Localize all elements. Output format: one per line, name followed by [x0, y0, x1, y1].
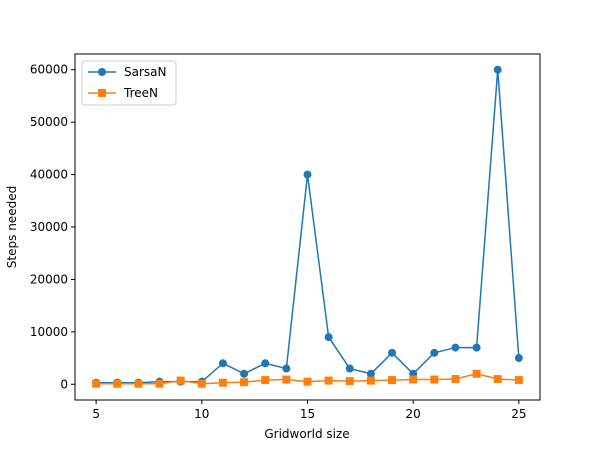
data-point-sarsan	[218, 359, 227, 368]
y-tick-label: 10000	[30, 325, 68, 339]
data-point-treen	[176, 376, 185, 385]
x-tick-label: 25	[511, 407, 526, 421]
data-point-treen	[155, 379, 164, 388]
x-tick-label: 15	[300, 407, 315, 421]
data-point-sarsan	[430, 348, 439, 357]
data-point-treen	[514, 376, 523, 385]
data-point-treen	[113, 379, 122, 388]
x-tick-label: 20	[406, 407, 421, 421]
y-tick-label: 40000	[30, 168, 68, 182]
y-tick-label: 50000	[30, 115, 68, 129]
y-tick-label: 30000	[30, 220, 68, 234]
data-point-treen	[451, 375, 460, 384]
data-point-treen	[430, 375, 439, 384]
data-point-treen	[366, 376, 375, 385]
legend-marker-sarsan	[98, 68, 106, 76]
series-layer	[92, 65, 523, 388]
data-point-treen	[218, 378, 227, 387]
data-point-treen	[345, 377, 354, 386]
data-point-treen	[92, 379, 101, 388]
data-point-treen	[493, 375, 502, 384]
y-tick-label: 0	[60, 377, 68, 391]
data-point-treen	[134, 379, 143, 388]
data-point-treen	[324, 376, 333, 385]
data-point-treen	[472, 369, 481, 378]
data-point-treen	[282, 375, 291, 384]
y-axis: 0 10000 20000 30000 40000 50000 60000	[30, 63, 75, 391]
legend-label-sarsan: SarsaN	[124, 65, 167, 79]
data-point-sarsan	[472, 343, 481, 352]
data-point-sarsan	[366, 369, 375, 378]
data-point-sarsan	[240, 369, 249, 378]
legend: SarsaN TreeN	[81, 60, 177, 106]
legend-label-treen: TreeN	[123, 86, 158, 100]
data-point-sarsan	[493, 65, 502, 74]
data-point-treen	[409, 375, 418, 384]
x-tick-label: 5	[92, 407, 100, 421]
data-point-sarsan	[282, 364, 291, 373]
x-axis: 5 10 15 20 25	[92, 400, 527, 421]
data-point-sarsan	[303, 170, 312, 179]
data-point-sarsan	[388, 348, 397, 357]
data-point-sarsan	[324, 333, 333, 342]
y-tick-label: 60000	[30, 63, 68, 77]
x-tick-label: 10	[194, 407, 209, 421]
y-tick-label: 20000	[30, 272, 68, 286]
data-point-treen	[303, 377, 312, 386]
data-point-sarsan	[514, 354, 523, 363]
data-point-treen	[388, 376, 397, 385]
data-point-sarsan	[451, 343, 460, 352]
data-point-sarsan	[261, 359, 270, 368]
data-point-treen	[261, 376, 270, 385]
data-point-treen	[197, 379, 206, 388]
data-point-sarsan	[345, 364, 354, 373]
y-axis-label: Steps needed	[5, 186, 19, 268]
data-point-treen	[240, 378, 249, 387]
legend-marker-treen	[98, 89, 106, 97]
x-axis-label: Gridworld size	[264, 427, 349, 441]
